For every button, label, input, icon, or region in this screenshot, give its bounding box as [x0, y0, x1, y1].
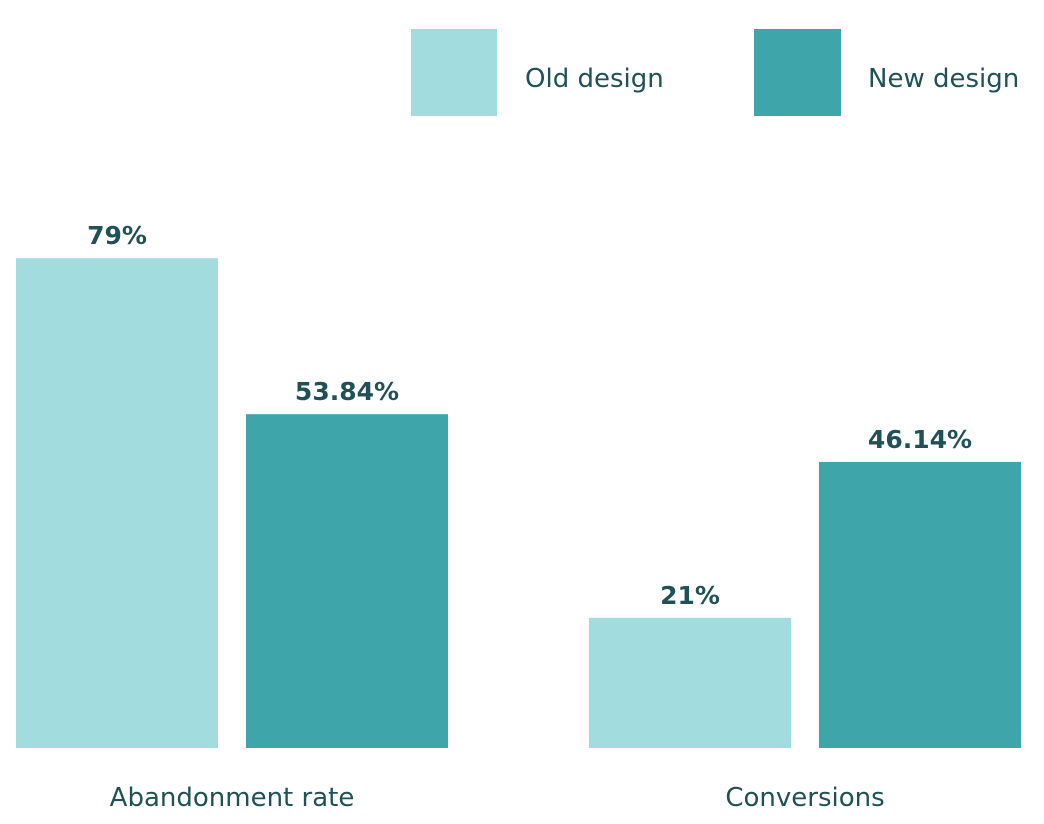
legend-swatch-new-design — [754, 29, 841, 116]
category-label-abandonment-rate: Abandonment rate — [110, 783, 355, 813]
legend-label-old-design: Old design — [525, 64, 664, 94]
category-group-abandonment-rate: 79% 53.84% Abandonment rate — [16, 221, 448, 813]
value-label-old-design-conversions: 21% — [660, 581, 720, 610]
legend-swatch-old-design — [411, 29, 497, 116]
bar-old-design-conversions — [589, 617, 791, 748]
category-group-conversions: 21% 46.14% Conversions — [589, 425, 1021, 813]
value-label-new-design-abandonment-rate: 53.84% — [295, 377, 399, 406]
value-label-new-design-conversions: 46.14% — [868, 425, 972, 454]
category-label-conversions: Conversions — [725, 783, 884, 813]
bar-new-design-abandonment-rate — [246, 414, 448, 748]
bar-new-design-conversions — [819, 461, 1021, 748]
legend: Old design New design — [411, 29, 1019, 116]
bar-old-design-abandonment-rate — [16, 258, 218, 748]
value-label-old-design-abandonment-rate: 79% — [87, 221, 147, 250]
legend-label-new-design: New design — [868, 64, 1019, 94]
